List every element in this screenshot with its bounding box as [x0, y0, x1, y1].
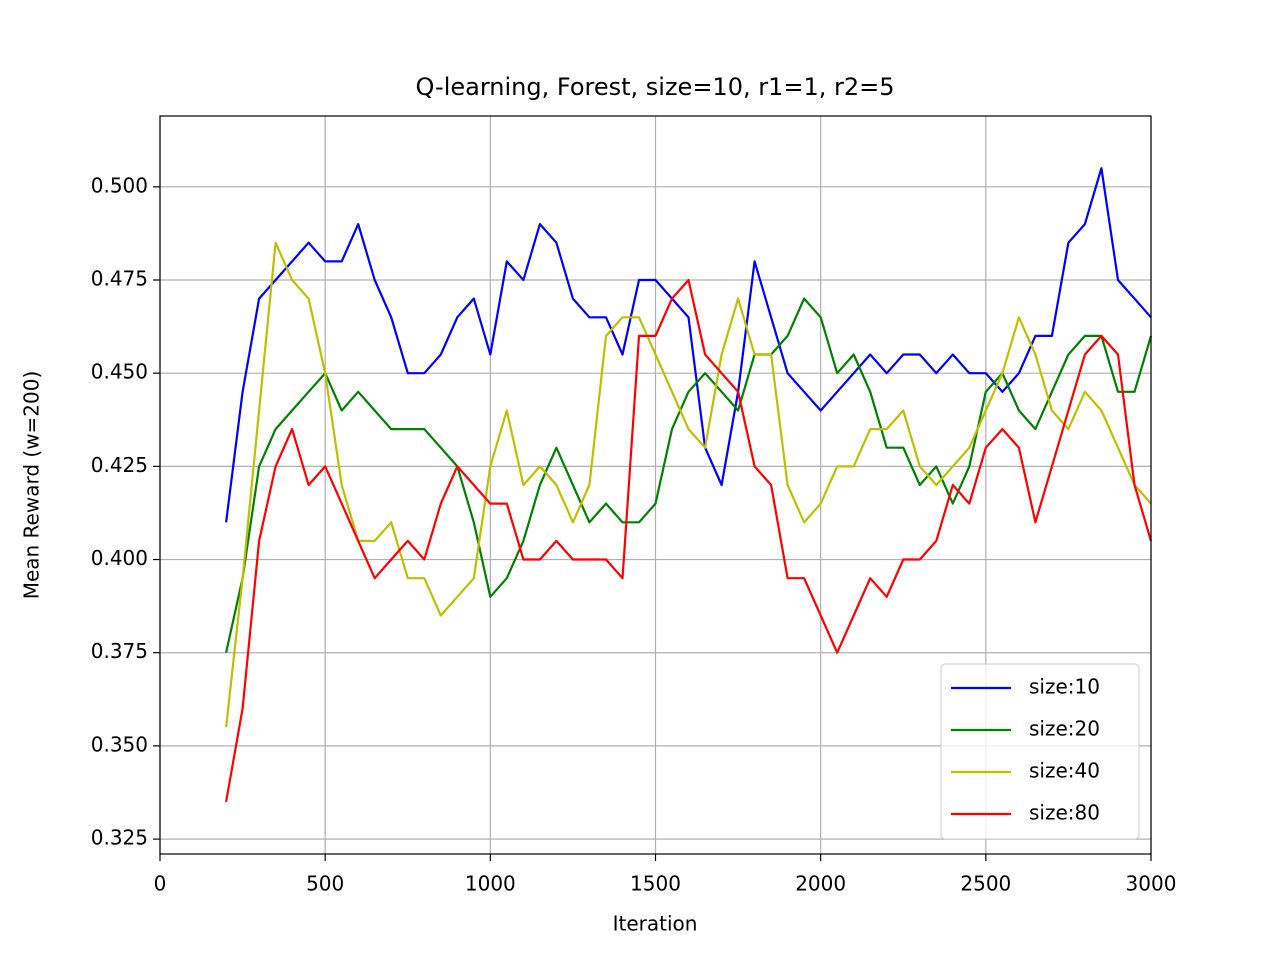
y-tick-label: 0.450: [91, 360, 148, 384]
x-tick-label: 1000: [465, 872, 516, 896]
y-tick-label: 0.400: [91, 546, 148, 570]
y-tick-label: 0.425: [91, 453, 148, 477]
legend-box: [940, 663, 1140, 840]
x-tick-label: 1500: [630, 872, 681, 896]
plot-frame: [159, 115, 1152, 855]
y-tick-label: 0.375: [91, 639, 148, 663]
x-axis-label: Iteration: [613, 912, 698, 936]
legend-label: size:80: [1029, 801, 1100, 825]
legend-label: size:10: [1029, 675, 1100, 699]
data-line: [225, 297, 1153, 653]
legend-label: size:20: [1029, 717, 1100, 741]
x-tick-label: 0: [154, 872, 167, 896]
x-tick-label: 500: [306, 872, 344, 896]
y-axis-label: Mean Reward (w=200): [20, 371, 44, 600]
y-tick-label: 0.475: [91, 267, 148, 291]
x-tick-label: 2000: [795, 872, 846, 896]
data-line: [225, 241, 1152, 728]
y-tick-label: 0.325: [91, 826, 148, 850]
chart-title: Q-learning, Forest, size=10, r1=1, r2=5: [415, 73, 894, 101]
data-line: [225, 278, 1153, 802]
y-tick-label: 0.350: [91, 732, 148, 756]
legend: size:10 size:20 size:40 size:80: [940, 663, 1140, 840]
y-tick-label: 0.500: [91, 173, 148, 197]
x-tick-label: 3000: [1126, 872, 1177, 896]
legend-label: size:40: [1029, 759, 1100, 783]
x-tick-label: 2500: [960, 872, 1011, 896]
